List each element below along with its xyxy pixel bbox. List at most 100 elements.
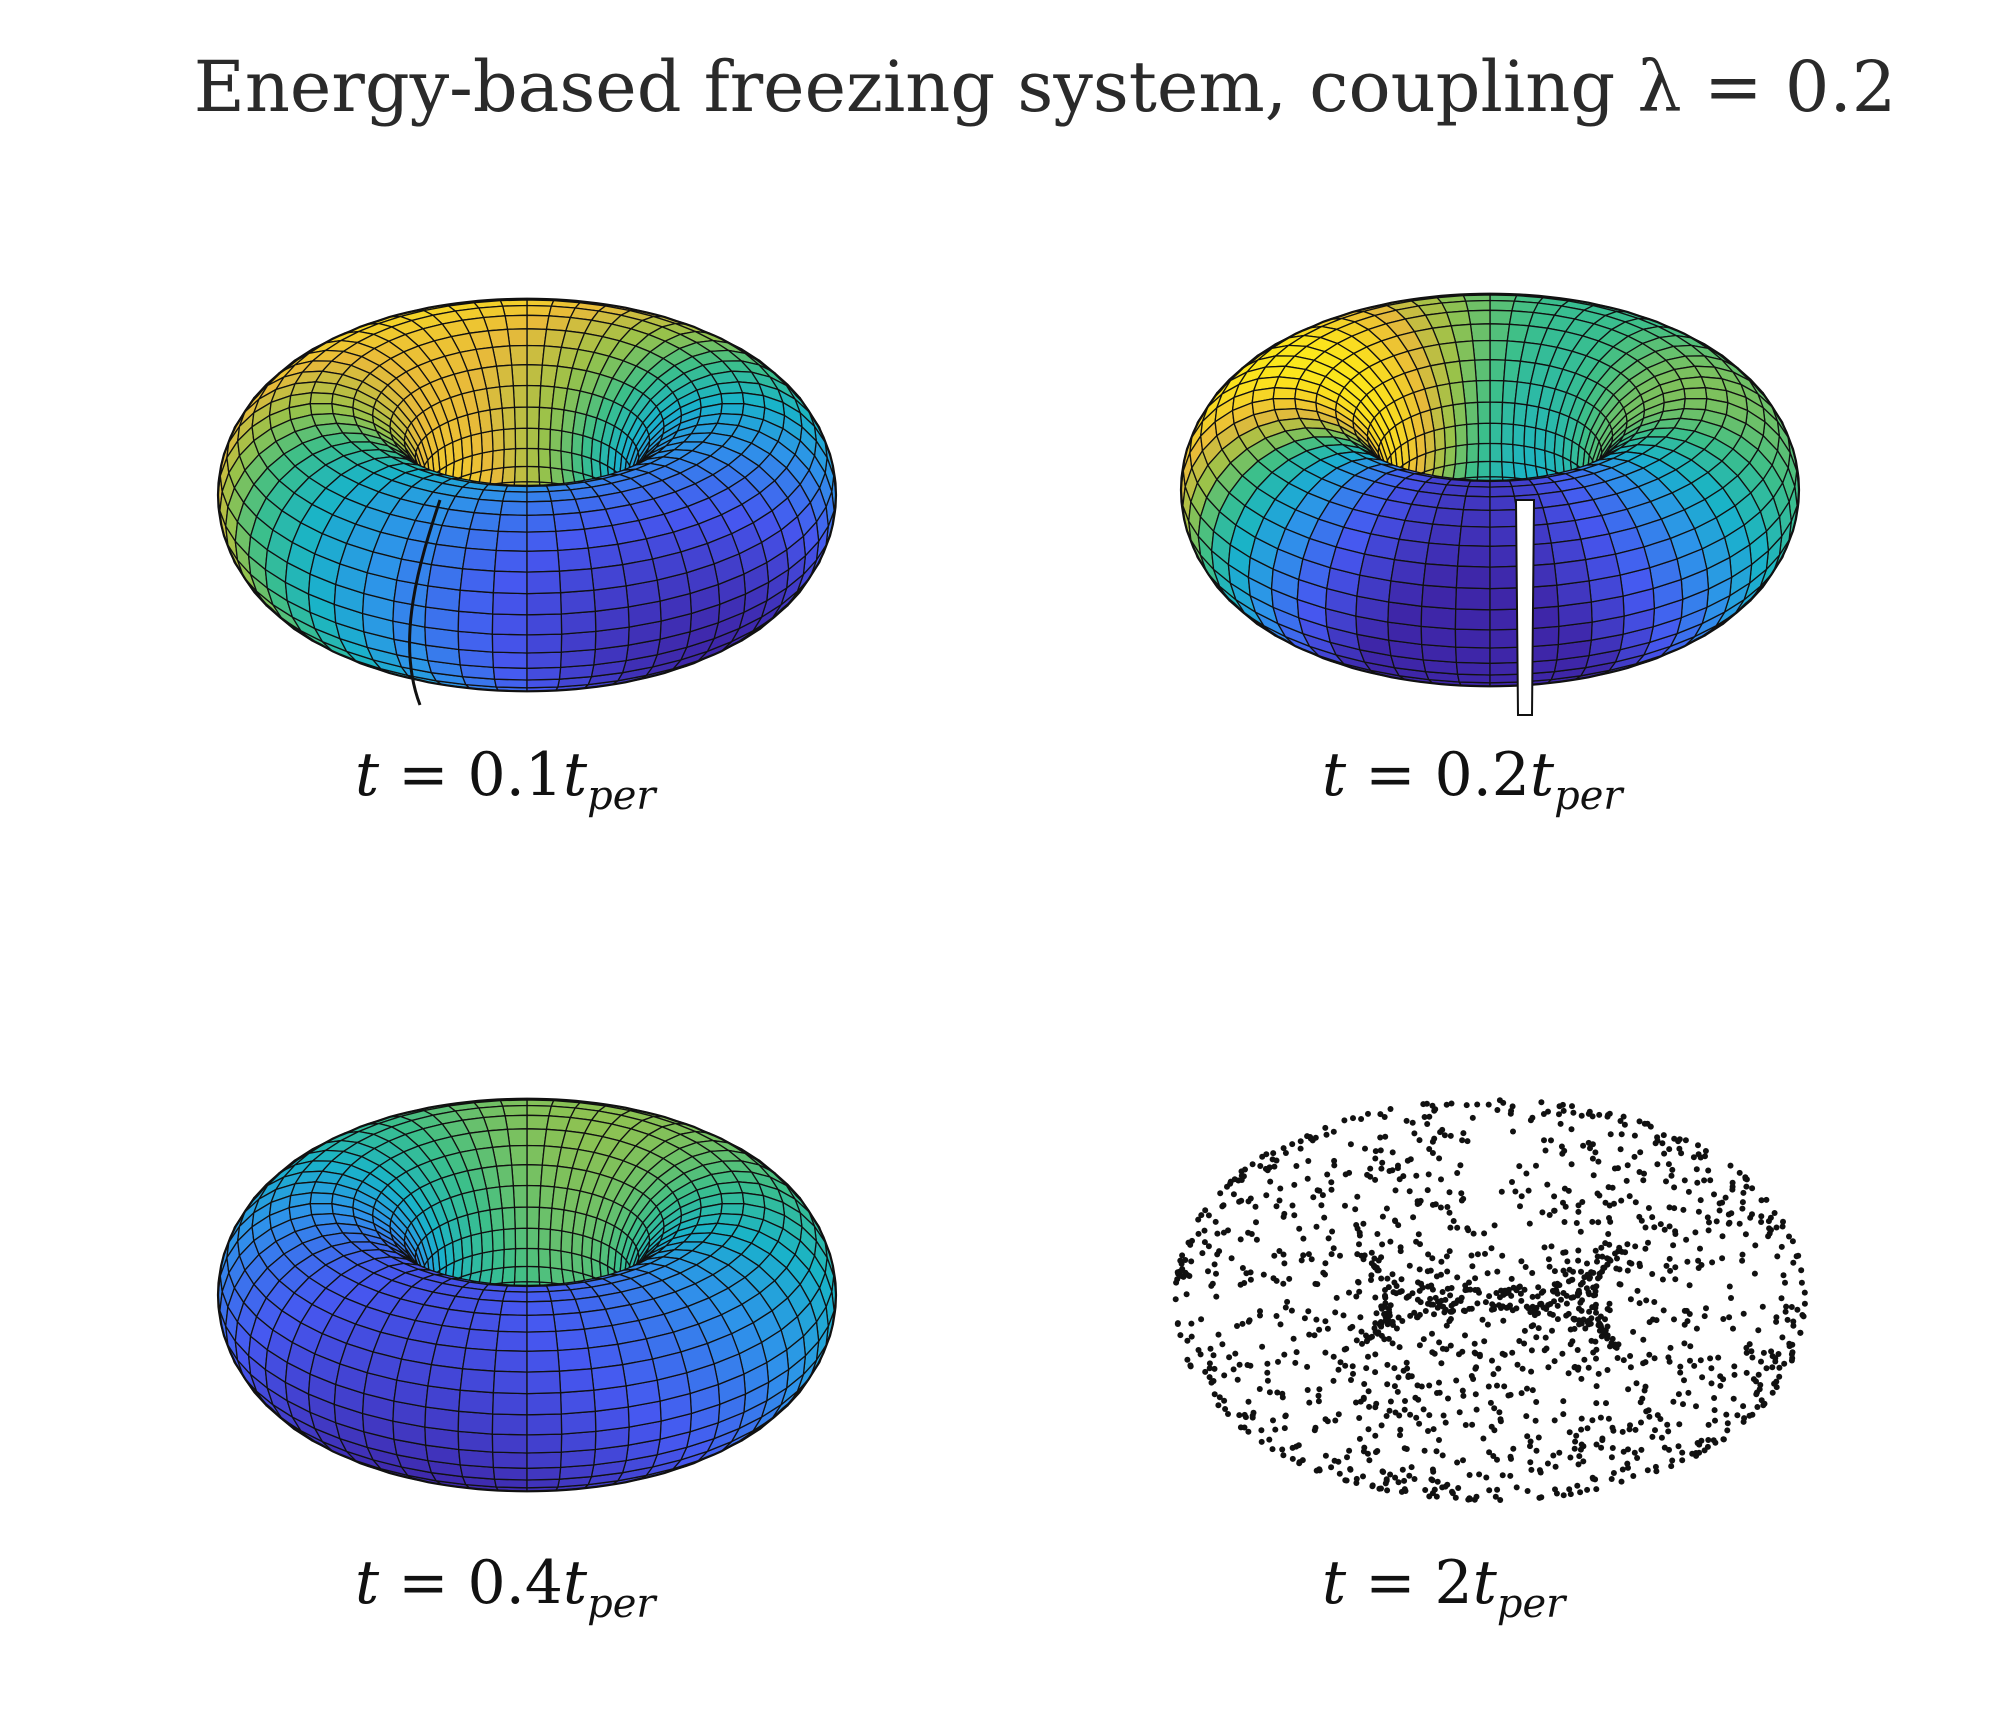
- scatter-point: [1281, 1425, 1288, 1432]
- scatter-point: [1315, 1398, 1322, 1405]
- scatter-point: [1352, 1206, 1359, 1213]
- scatter-point: [1528, 1368, 1535, 1375]
- scatter-point: [1433, 1448, 1440, 1455]
- scatter-point: [1786, 1233, 1792, 1240]
- scatter-point: [1533, 1447, 1540, 1454]
- scatter-point: [1528, 1323, 1535, 1330]
- scatter-point: [1347, 1141, 1354, 1148]
- surface-patch: [538, 1206, 553, 1231]
- scatter-point: [1513, 1287, 1520, 1294]
- scatter-point: [1607, 1131, 1614, 1138]
- scatter-point: [1681, 1340, 1688, 1347]
- scatter-point: [1566, 1429, 1573, 1436]
- scatter-point: [1405, 1372, 1412, 1379]
- scatter-point: [1272, 1426, 1279, 1433]
- scatter-point: [1687, 1343, 1694, 1350]
- scatter-point: [1588, 1337, 1595, 1344]
- surface-patch: [1523, 445, 1537, 467]
- scatter-point: [1639, 1395, 1646, 1402]
- scatter-point: [1379, 1159, 1386, 1166]
- scatter-point: [1564, 1258, 1571, 1265]
- scatter-point: [1576, 1453, 1583, 1460]
- scatter-point: [1707, 1355, 1714, 1362]
- scatter-point: [1747, 1214, 1754, 1221]
- scatter-point: [1277, 1321, 1284, 1328]
- surface-patch: [499, 500, 528, 517]
- scatter-point: [1437, 1204, 1444, 1211]
- scatter-point: [1719, 1255, 1726, 1262]
- scatter-point: [1557, 1120, 1564, 1127]
- scatter-point: [1571, 1315, 1578, 1322]
- scatter-point: [1619, 1428, 1626, 1435]
- scatter-point: [1554, 1302, 1561, 1309]
- scatter-point: [1482, 1250, 1488, 1257]
- scatter-point: [1560, 1411, 1567, 1418]
- surface-patch: [491, 1248, 505, 1270]
- scatter-point: [1322, 1318, 1329, 1325]
- scatter-point: [1620, 1357, 1627, 1364]
- scatter-point: [1560, 1492, 1567, 1499]
- scatter-point: [1651, 1355, 1658, 1362]
- scatter-point: [1528, 1347, 1535, 1354]
- scatter-point: [1646, 1319, 1653, 1326]
- scatter-point: [1271, 1252, 1278, 1259]
- scatter-point: [1432, 1106, 1439, 1113]
- scatter-point: [1695, 1265, 1702, 1271]
- scatter-point: [1649, 1271, 1656, 1277]
- scatter-point: [1382, 1292, 1388, 1299]
- scatter-point: [1241, 1411, 1248, 1418]
- scatter-point: [1686, 1311, 1693, 1317]
- surface-patch: [526, 1392, 562, 1416]
- scatter-point: [1414, 1314, 1420, 1321]
- scatter-point: [1464, 1138, 1471, 1145]
- scatter-point: [1642, 1245, 1649, 1252]
- surface-patch: [1465, 485, 1491, 498]
- scatter-point: [1618, 1478, 1625, 1485]
- scatter-point: [1695, 1142, 1701, 1149]
- surface-patch: [470, 432, 483, 457]
- surface-patch: [1465, 442, 1480, 464]
- surface-patch: [557, 1347, 593, 1372]
- surface-patch: [514, 1227, 528, 1250]
- scatter-point: [1500, 1099, 1507, 1106]
- scatter-point: [1798, 1267, 1805, 1274]
- scatter-point: [1386, 1407, 1393, 1414]
- scatter-point: [1765, 1218, 1772, 1225]
- scatter-point: [1360, 1220, 1367, 1227]
- scatter-point: [1496, 1409, 1503, 1416]
- scatter-point: [1675, 1443, 1682, 1450]
- scatter-point: [1652, 1463, 1659, 1470]
- scatter-point: [1227, 1180, 1234, 1187]
- scatter-point: [1260, 1271, 1267, 1278]
- scatter-point: [1379, 1213, 1386, 1220]
- surface-patch: [514, 427, 528, 450]
- scatter-point: [1450, 1218, 1457, 1224]
- scatter-point: [1561, 1147, 1568, 1154]
- surface-patch: [1432, 507, 1465, 528]
- scatter-point: [1652, 1427, 1658, 1434]
- scatter-point: [1666, 1223, 1673, 1230]
- scatter-point: [1406, 1188, 1413, 1195]
- scatter-point: [1585, 1139, 1592, 1146]
- scatter-point: [1724, 1427, 1731, 1434]
- scatter-point: [1782, 1279, 1788, 1286]
- scatter-point: [1589, 1417, 1596, 1424]
- scatter-point: [1741, 1415, 1748, 1422]
- surface-patch: [720, 392, 745, 405]
- scatter-point: [1380, 1469, 1387, 1475]
- surface-patch: [491, 613, 528, 636]
- scatter-point: [1584, 1260, 1590, 1267]
- scatter-point: [1291, 1212, 1298, 1219]
- surface-patch: [1467, 309, 1491, 325]
- scatter-point: [1202, 1368, 1209, 1375]
- scatter-point: [1590, 1269, 1597, 1276]
- scatter-point: [1330, 1245, 1337, 1252]
- scatter-point: [1426, 1412, 1433, 1419]
- surface-patch: [1489, 379, 1505, 403]
- scatter-point: [1651, 1299, 1658, 1305]
- scatter-point: [1431, 1311, 1437, 1318]
- scatter-point: [1368, 1249, 1375, 1256]
- scatter-point: [1257, 1163, 1264, 1169]
- scatter-point: [1780, 1272, 1787, 1279]
- surface-patch: [499, 1300, 528, 1317]
